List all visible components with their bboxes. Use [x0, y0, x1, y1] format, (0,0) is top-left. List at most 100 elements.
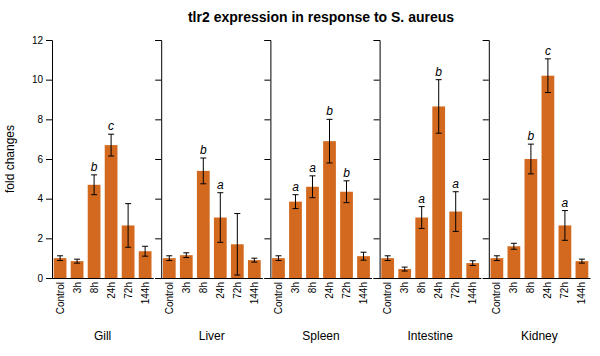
y-tick-mark [155, 199, 161, 200]
x-tick: 8h [525, 282, 536, 293]
x-tick: Control [273, 282, 284, 314]
y-tick: 2 [37, 233, 52, 244]
error-bar-cap [453, 191, 459, 192]
plot-area [491, 59, 589, 278]
error-bar [94, 175, 95, 195]
y-tick [155, 238, 161, 239]
error-bar-group [453, 192, 459, 232]
y-tick-mark [46, 119, 52, 120]
error-bar-cap [528, 173, 534, 174]
y-tick [374, 119, 380, 120]
y-tick-mark [46, 199, 52, 200]
x-tick: 3h [399, 282, 410, 293]
error-bar [421, 207, 422, 229]
error-bar [111, 134, 112, 156]
x-tick-label: 3h [508, 282, 519, 293]
error-bar-cap [234, 213, 240, 214]
error-bar-group [292, 195, 298, 209]
bar [289, 202, 302, 278]
y-tick: 8 [37, 114, 52, 125]
y-tick [483, 238, 489, 239]
error-bar [60, 256, 61, 261]
error-bar-cap [108, 156, 114, 157]
chart-svg: bc024681012Control3h8h24h72h144hGillfold… [0, 0, 600, 356]
x-tick: Control [491, 282, 502, 314]
error-bar-cap [511, 249, 517, 250]
error-bar-group [142, 246, 148, 256]
y-tick: 12 [32, 35, 52, 46]
y-tick [483, 80, 489, 81]
error-bar [254, 258, 255, 262]
error-bar [513, 243, 514, 249]
y-tick-mark [155, 80, 161, 81]
x-tick: 144h [249, 282, 260, 304]
y-tick-label: 10 [32, 74, 44, 85]
bar [197, 171, 210, 278]
bar [491, 258, 504, 278]
error-bar [472, 261, 473, 266]
x-tick-label: 3h [72, 282, 83, 293]
error-bar-cap [494, 255, 500, 256]
error-bar-group [470, 261, 476, 266]
y-tick-mark [374, 278, 380, 279]
bar [71, 261, 84, 278]
x-axis-line [53, 278, 154, 279]
y-tick [264, 159, 270, 160]
error-bar [312, 176, 313, 198]
annotation: b [343, 166, 350, 180]
error-bar [564, 211, 565, 241]
y-axis-line [46, 41, 53, 279]
x-tick-label: 8h [198, 282, 209, 293]
y-axis [155, 41, 162, 279]
y-axis-line [374, 41, 381, 279]
y-tick-mark [374, 159, 380, 160]
error-bar-cap [361, 252, 367, 253]
y-tick-mark [483, 40, 489, 41]
error-bar-cap [234, 275, 240, 276]
error-bar-cap [275, 255, 281, 256]
y-tick-mark [483, 119, 489, 120]
y-tick-mark [46, 238, 52, 239]
y-tick-mark [374, 238, 380, 239]
error-bar-cap [309, 197, 315, 198]
x-tick-label: 72h [232, 282, 243, 299]
error-bar-group [91, 175, 97, 195]
plot-area [272, 119, 370, 278]
annotation: b [91, 160, 98, 174]
error-bar-cap [142, 256, 148, 257]
error-bar-group [436, 80, 442, 134]
y-tick-label: 4 [37, 193, 43, 204]
x-tick: 144h [358, 282, 369, 304]
error-bar [278, 256, 279, 261]
y-tick-mark [155, 40, 161, 41]
error-bar-cap [74, 259, 80, 260]
x-tick-label: 72h [341, 282, 352, 299]
y-tick [374, 80, 380, 81]
x-tick: 8h [307, 282, 318, 293]
annotation: b [326, 104, 333, 118]
error-bar-cap [361, 260, 367, 261]
error-bar [169, 256, 170, 261]
error-bar-cap [275, 260, 281, 261]
bar [88, 185, 101, 278]
x-axis-title: Intestine [408, 329, 454, 343]
bar [54, 258, 67, 278]
error-bar-cap [470, 260, 476, 261]
x-tick-label: 8h [525, 282, 536, 293]
bar [163, 258, 176, 278]
error-bar-group [327, 119, 333, 163]
error-bar-group [494, 256, 500, 261]
y-tick-mark [264, 278, 270, 279]
error-bar-cap [200, 183, 206, 184]
y-tick-mark [46, 40, 52, 41]
panel: aabbControl3h8h24h72h144hSpleen [264, 41, 372, 344]
x-tick: 24h [215, 282, 226, 299]
y-tick-mark [264, 119, 270, 120]
annotation: a [309, 161, 316, 175]
error-bar-cap [344, 202, 350, 203]
error-bar-group [528, 144, 534, 174]
y-tick-mark [374, 119, 380, 120]
y-tick [155, 159, 161, 160]
x-tick-label: 144h [576, 282, 587, 304]
y-tick: 10 [32, 74, 52, 85]
